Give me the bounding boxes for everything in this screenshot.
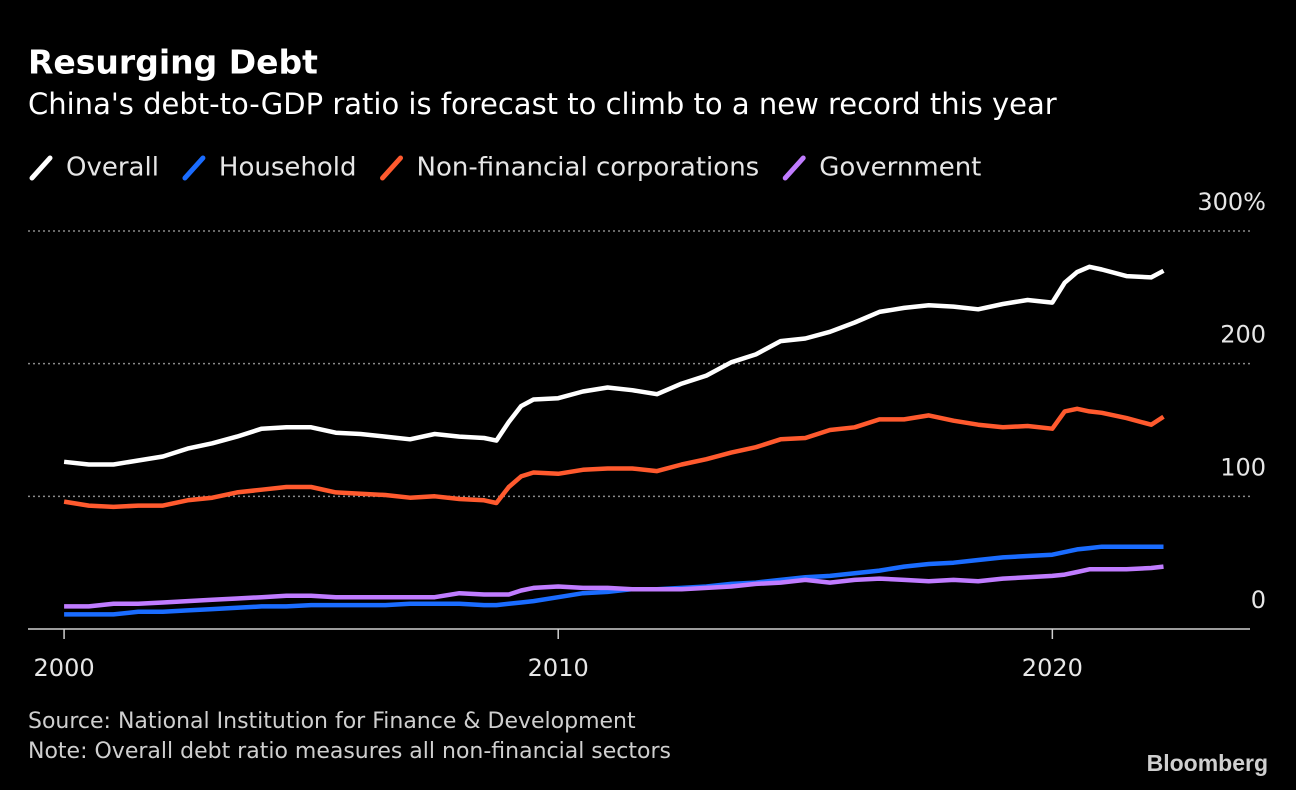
y-tick-label: 300% — [1197, 188, 1266, 216]
series-line — [63, 406, 1165, 510]
series-line — [64, 564, 1164, 609]
y-tick-label: 100 — [1220, 453, 1266, 481]
legend-label: Government — [819, 153, 981, 183]
legend-swatch — [182, 155, 206, 181]
source: Source: National Institution for Finance… — [28, 709, 636, 734]
x-tick-label: 2020 — [1022, 654, 1083, 682]
y-tick-label: 0 — [1251, 586, 1266, 614]
note: Note: Overall debt ratio measures all no… — [28, 739, 671, 764]
x-tick-label: 2000 — [34, 654, 95, 682]
series-line — [63, 264, 1165, 467]
chart-subtitle: China's debt-to-GDP ratio is forecast to… — [28, 87, 1057, 121]
legend-swatch — [380, 155, 404, 181]
brand-logo: Bloomberg — [1147, 750, 1268, 776]
y-tick-label: 200 — [1220, 321, 1266, 349]
legend-label: Overall — [66, 153, 159, 183]
legend-label: Non-financial corporations — [417, 153, 760, 183]
legend-label: Household — [219, 153, 357, 183]
legend-swatch — [782, 155, 806, 181]
legend-swatch — [29, 155, 53, 181]
x-tick-label: 2010 — [528, 654, 589, 682]
chart-title: Resurging Debt — [28, 43, 318, 82]
